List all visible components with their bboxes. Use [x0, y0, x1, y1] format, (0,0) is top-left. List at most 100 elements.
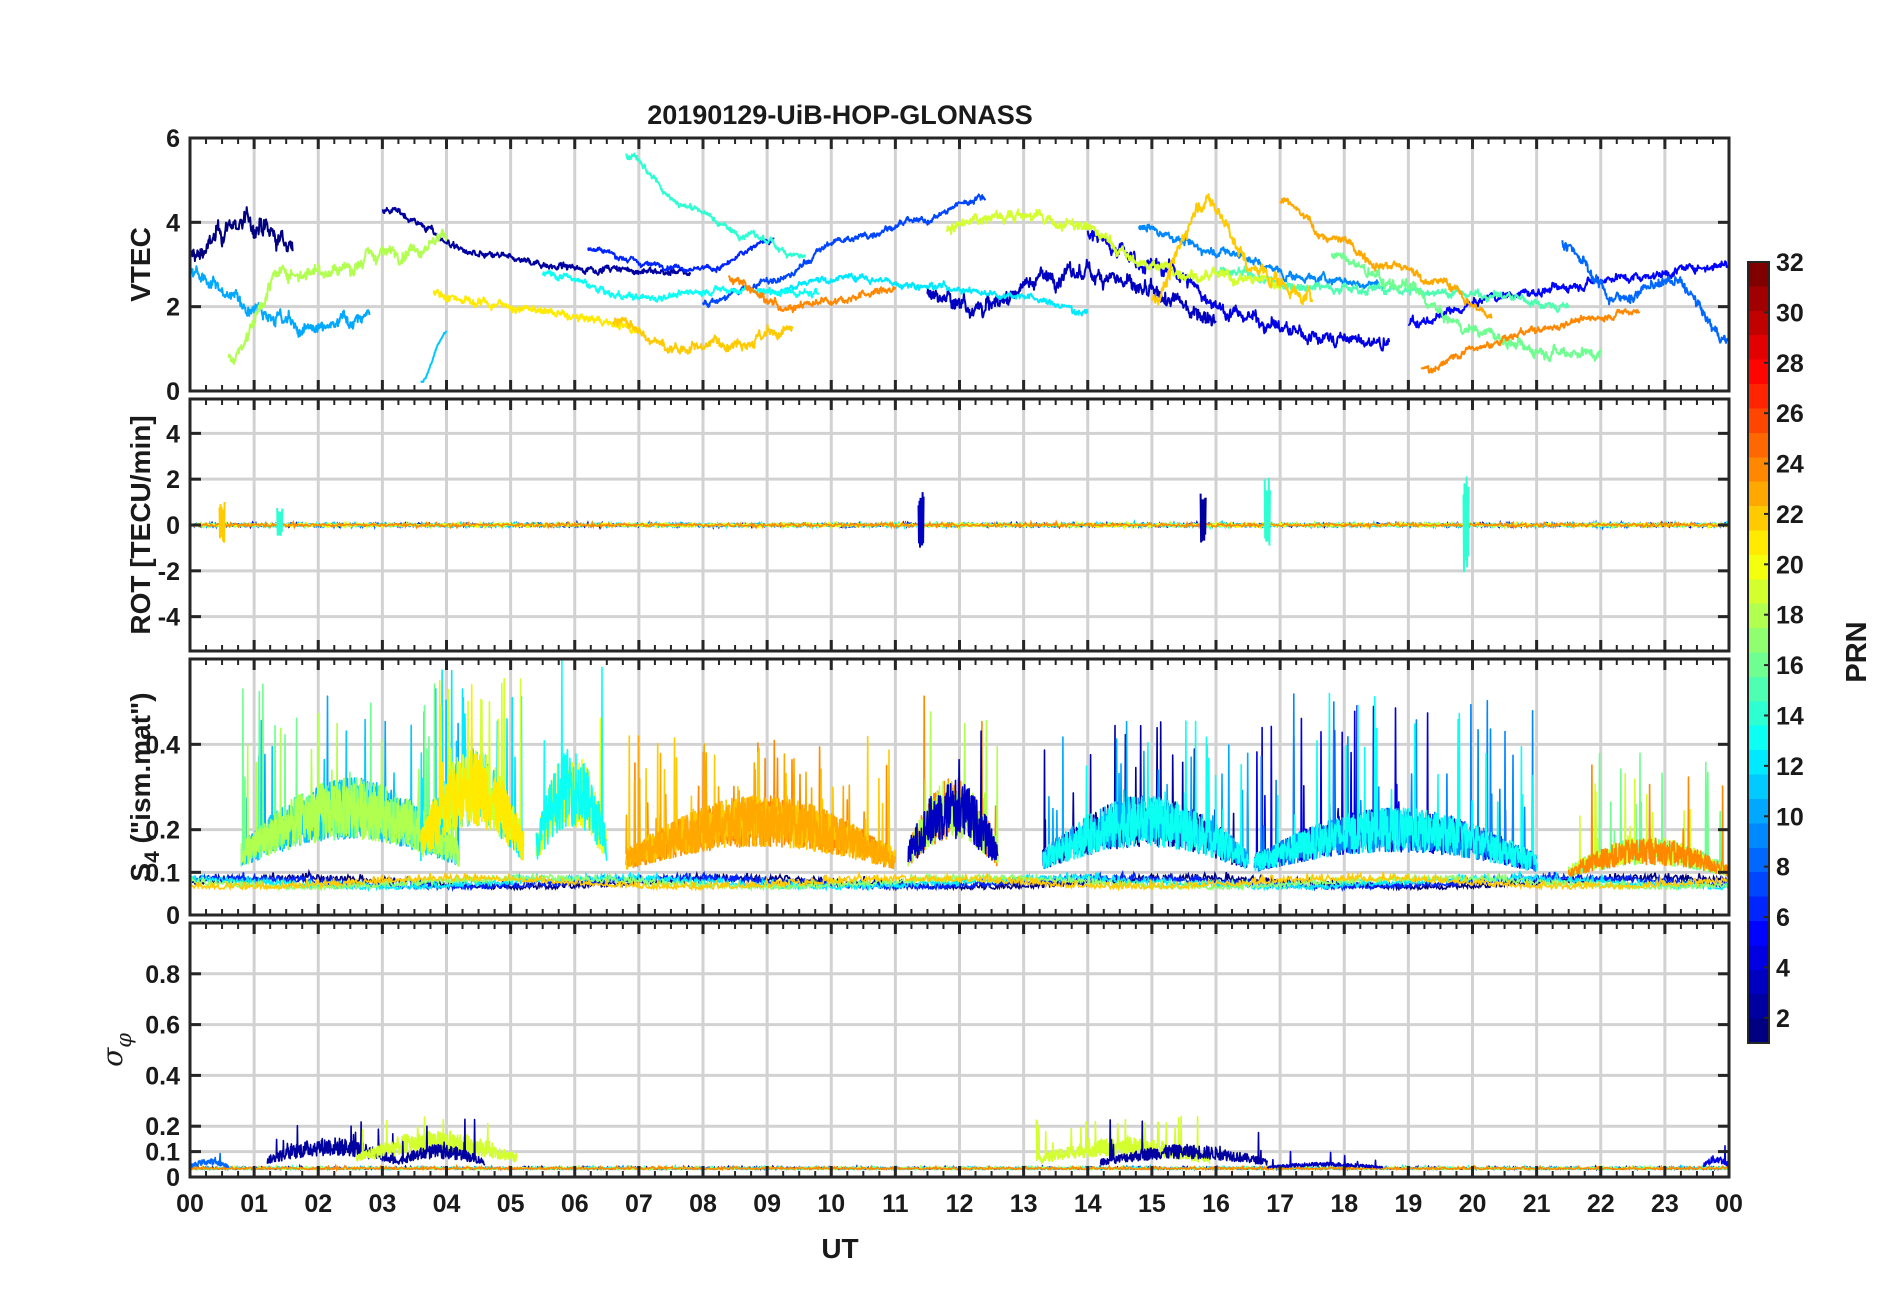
vtec-series-prn-6 [587, 237, 775, 274]
vtec-series-prn-23 [1279, 197, 1493, 319]
vtec-series-prn-19 [945, 208, 1282, 291]
y-tick-label: 0.1 [145, 859, 180, 887]
y-tick-label: 4 [166, 420, 180, 448]
x-tick-label: 21 [1523, 1190, 1551, 1218]
y-axis-label-s4: S4 ("ism.mat") [125, 692, 164, 881]
colorbar-gradient [1748, 262, 1769, 1043]
colorbar-tick-label: 22 [1776, 501, 1804, 529]
y-tick-label: 0 [166, 1164, 180, 1192]
x-tick-label: 13 [1010, 1190, 1038, 1218]
panel-s4: 0 0.1 0.2 0.4S4 ("ism.mat") [125, 657, 1731, 930]
vtec-series-prn-21 [432, 288, 640, 335]
colorbar-tick-label: 10 [1776, 803, 1804, 831]
panel-rot-data [190, 476, 1729, 573]
y-tick-label: 0 [166, 902, 180, 930]
x-tick-label: 00 [176, 1190, 204, 1218]
sigma_phi-active-prn-3 [1266, 1150, 1384, 1169]
x-tick-label: 06 [561, 1190, 589, 1218]
sigma_phi-active-prn-2 [394, 1118, 486, 1166]
y-axis-label-sigma_phi: σφ [96, 1033, 136, 1067]
rot-spike [917, 492, 925, 548]
vtec-series-prn-8 [1561, 240, 1729, 344]
x-tick-label: 09 [753, 1190, 781, 1218]
colorbar-tick-label: 2 [1776, 1005, 1790, 1033]
colorbar-tick-label: 20 [1776, 551, 1804, 579]
vtec-series-prn-2 [381, 206, 692, 277]
colorbar-tick-label: 8 [1776, 854, 1790, 882]
vtec-series-prn-18 [227, 228, 448, 365]
x-tick-label: 00 [1715, 1190, 1743, 1218]
s4-active-prn-3 [907, 730, 999, 863]
x-tick-label: 04 [433, 1190, 461, 1218]
rot-spike [1462, 476, 1470, 573]
x-tick-label: 03 [368, 1190, 396, 1218]
colorbar-label: PRN [1841, 621, 1873, 682]
vtec-series-prn-5 [1407, 260, 1729, 329]
y-tick-label: 0.4 [145, 731, 180, 759]
y-axis-label-rot: ROT [TECU/min] [125, 415, 156, 634]
s4-baseline-prn-22 [190, 869, 1729, 892]
colorbar-tick-label: 24 [1776, 451, 1804, 479]
rot-spike [1263, 477, 1271, 546]
x-tick-label: 20 [1459, 1190, 1487, 1218]
colorbar-tick-label: 28 [1776, 350, 1804, 378]
vtec-series-prn-24 [1420, 308, 1641, 374]
y-tick-label: 0.1 [145, 1139, 180, 1167]
sigma_phi-active-prn-8 [190, 1152, 230, 1169]
colorbar-tick-label: 4 [1776, 954, 1790, 982]
panel-vtec-data [190, 152, 1729, 384]
rot-spike [276, 507, 284, 536]
y-tick-label: 0.8 [145, 961, 180, 989]
vtec-series-prn-22 [612, 316, 794, 355]
x-tick-label: 10 [817, 1190, 845, 1218]
y-axis-label-vtec: VTEC [125, 227, 156, 302]
rot-series-prn-24 [190, 519, 1729, 530]
sigma_phi-active-prn-2 [1099, 1119, 1269, 1166]
vtec-series-prn-1 [190, 206, 294, 263]
y-tick-label: -2 [158, 558, 180, 586]
x-tick-label: 22 [1587, 1190, 1615, 1218]
vtec-series-prn-14 [625, 152, 807, 259]
vtec-series-prn-3 [926, 258, 1217, 327]
chart-title: 20190129-UiB-HOP-GLONASS [647, 100, 1033, 130]
sigma_phi-active-prn-4 [1702, 1145, 1729, 1168]
colorbar-frame [1747, 261, 1770, 1044]
s4-active-prn-13 [1253, 692, 1538, 872]
s4-active-prn-24 [1567, 764, 1729, 877]
x-tick-label: 12 [946, 1190, 974, 1218]
s4-active-prn-13 [1042, 720, 1249, 870]
vtec-series-prn-11 [420, 330, 448, 384]
y-tick-label: 6 [166, 125, 180, 153]
x-tick-label: 17 [1266, 1190, 1294, 1218]
y-tick-label: 0.2 [145, 817, 180, 845]
rot-spike [1199, 493, 1207, 543]
panel-rot: -4 -2 0 2 4 ROT [TECU/min] [125, 397, 1731, 653]
vtec-series-prn-12 [766, 272, 1089, 317]
rot-spike [218, 501, 226, 543]
s4-active-prn-23 [625, 735, 897, 870]
y-tick-label: 0 [166, 512, 180, 540]
s4-active-prn-13 [535, 659, 608, 861]
y-tick-label: 0.6 [145, 1012, 180, 1040]
panel-sigma_phi: 00.10.2 0.4 0.6 0.8 σφ 00 01 02 03 04 05 06 07 08 09 10… [96, 921, 1743, 1218]
colorbar-tick-label: 32 [1776, 249, 1804, 277]
vtec-series-prn-22 [1150, 193, 1314, 306]
vtec-series-prn-10 [190, 265, 371, 338]
x-tick-label: 23 [1651, 1190, 1679, 1218]
vtec-series-prn-16 [1330, 252, 1602, 363]
colorbar-tick-label: 18 [1776, 602, 1804, 630]
vtec-series-prn-13 [541, 269, 820, 303]
colorbar-tick-label: 26 [1776, 400, 1804, 428]
colorbar-tick-label: 14 [1776, 702, 1804, 730]
x-tick-label: 19 [1394, 1190, 1422, 1218]
vtec-series-prn-24 [727, 275, 897, 314]
x-tick-label: 16 [1202, 1190, 1230, 1218]
x-tick-label: 05 [497, 1190, 525, 1218]
y-tick-label: 0.2 [145, 1113, 180, 1141]
colorbar-tick-label: 12 [1776, 753, 1804, 781]
panel-s4-data [190, 659, 1729, 893]
y-tick-label: -4 [158, 604, 180, 632]
